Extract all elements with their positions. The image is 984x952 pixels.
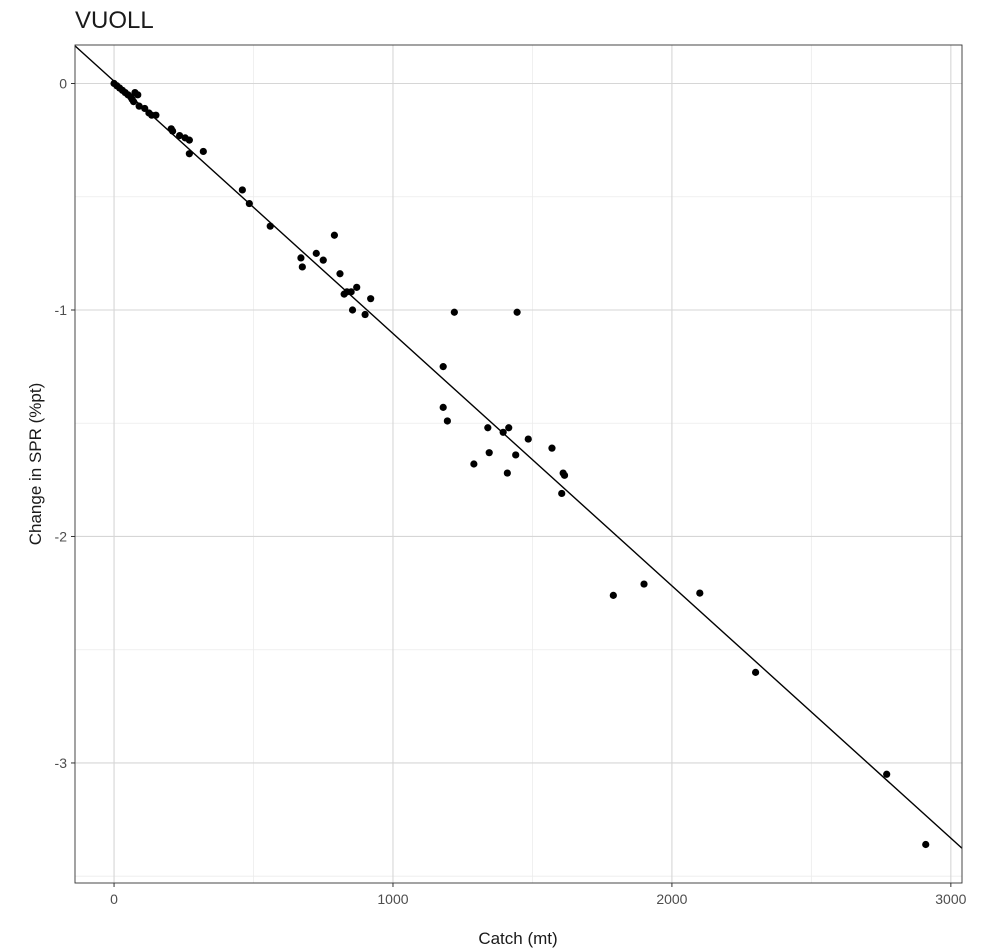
data-point <box>443 417 451 425</box>
x-axis-tick-labels: 0 1000 2000 3000 <box>110 891 966 907</box>
data-point <box>266 222 274 230</box>
data-point <box>319 256 327 264</box>
y-axis-title: Change in SPR (%pt) <box>26 383 45 546</box>
data-points <box>110 79 930 849</box>
data-point <box>499 428 507 436</box>
data-point <box>185 136 193 144</box>
plot-panel <box>74 44 963 884</box>
data-point <box>330 231 339 239</box>
data-point <box>883 770 891 778</box>
data-point <box>524 435 532 443</box>
data-point <box>312 249 320 257</box>
data-point <box>298 263 306 271</box>
data-point <box>439 403 447 411</box>
data-point <box>640 580 648 588</box>
data-point <box>245 199 253 208</box>
x-tick-label: 1000 <box>377 891 408 907</box>
fit-line-layer <box>74 45 963 849</box>
grid <box>75 45 962 883</box>
data-point <box>353 283 361 291</box>
x-tick-label: 2000 <box>656 891 687 907</box>
data-point <box>470 460 478 468</box>
data-point <box>297 254 305 262</box>
data-point <box>696 589 704 597</box>
data-point <box>367 295 375 303</box>
data-point <box>336 270 344 278</box>
data-point <box>175 131 184 140</box>
data-point <box>751 668 760 676</box>
y-tick-label: -3 <box>55 755 68 771</box>
x-axis-title: Catch (mt) <box>478 929 557 948</box>
data-point <box>129 98 138 106</box>
x-tick-label: 3000 <box>935 891 966 907</box>
x-tick-label: 0 <box>110 891 118 907</box>
data-point <box>548 444 556 452</box>
data-point <box>238 186 246 194</box>
data-point <box>513 308 521 316</box>
fit-line <box>74 45 963 849</box>
y-axis-tick-labels: 0 -1 -2 -3 <box>55 76 68 771</box>
data-point <box>505 424 513 432</box>
data-point <box>199 147 207 156</box>
data-point <box>439 363 447 371</box>
data-point <box>169 127 177 135</box>
y-tick-label: 0 <box>59 76 67 92</box>
data-point <box>185 150 193 158</box>
data-point <box>485 449 493 457</box>
data-point <box>609 591 617 599</box>
chart-title: VUOLL <box>75 7 154 34</box>
data-point <box>152 111 160 119</box>
data-point <box>361 310 369 319</box>
data-point <box>141 104 149 113</box>
data-point <box>558 489 566 498</box>
data-point <box>134 91 142 99</box>
axis-ticks <box>71 83 952 887</box>
data-point <box>922 840 930 849</box>
y-tick-label: -2 <box>55 528 68 544</box>
data-point <box>503 469 511 477</box>
data-point <box>135 102 143 110</box>
data-point <box>560 471 569 479</box>
y-tick-label: -1 <box>55 302 68 318</box>
data-point <box>450 308 458 316</box>
data-point <box>347 288 355 296</box>
data-point <box>484 424 492 432</box>
data-point <box>512 451 520 459</box>
data-point <box>348 306 357 314</box>
